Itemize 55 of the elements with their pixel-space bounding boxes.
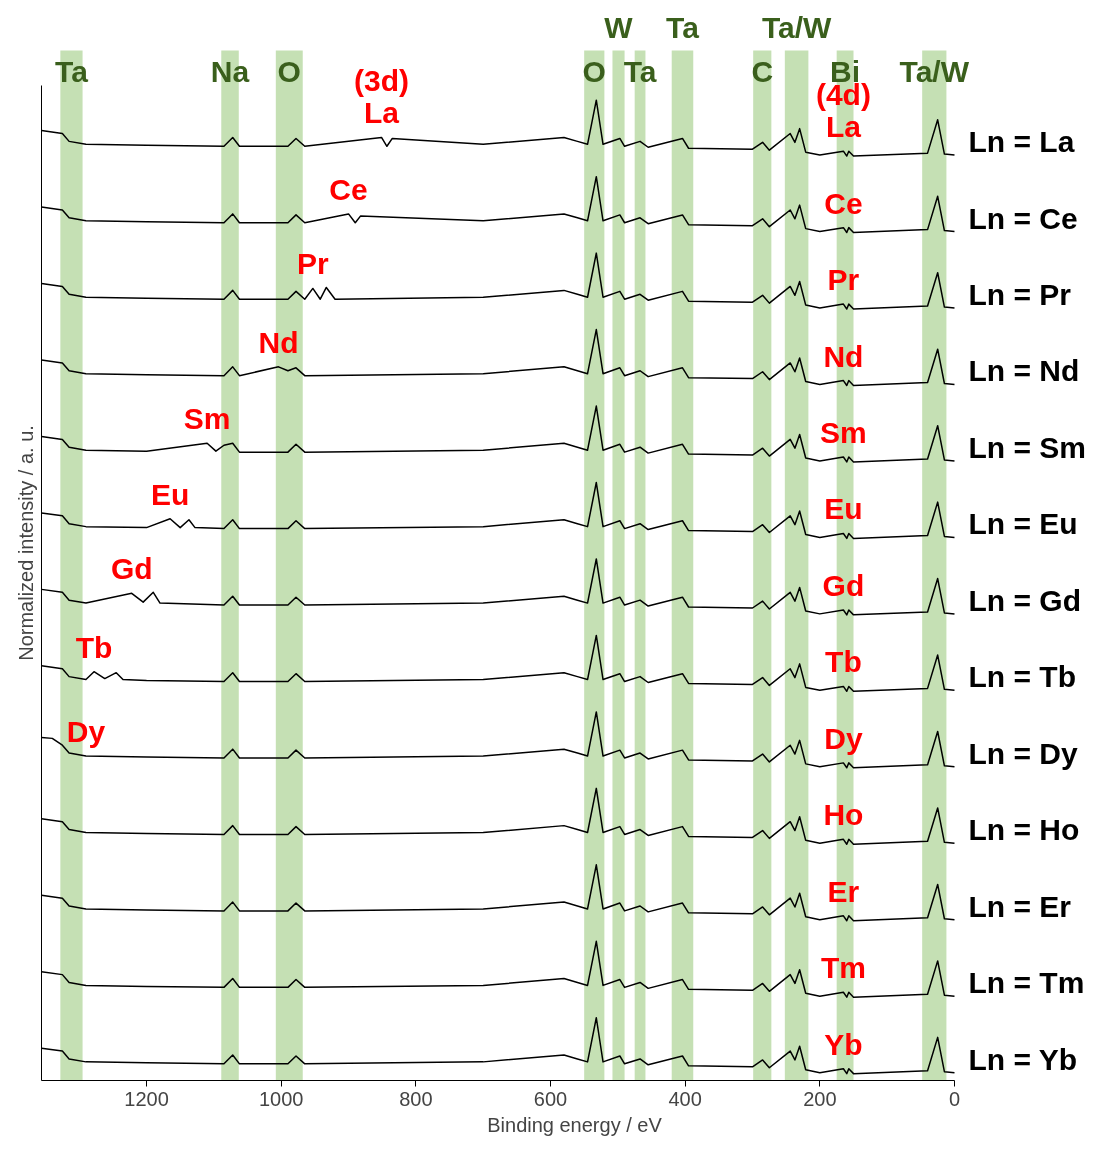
series-label: Ln = Eu	[968, 507, 1078, 541]
x-tick-label: 400	[668, 1087, 702, 1110]
x-axis-title: Binding energy / eV	[487, 1113, 663, 1136]
band-label: Ta	[623, 55, 657, 88]
band-label: O	[277, 55, 301, 88]
annotation: Pr	[297, 247, 330, 281]
series-label: Ln = Tb	[968, 660, 1076, 694]
annotation: Tb	[825, 645, 862, 679]
annotation: Nd	[823, 339, 864, 373]
annotation: Nd	[258, 325, 299, 359]
band-label: Ta	[55, 55, 89, 88]
series-label: Ln = La	[968, 125, 1075, 159]
band-label: Ta/W	[761, 11, 833, 44]
series-label: Ln = Pr	[968, 278, 1072, 312]
band-label: Na	[210, 55, 250, 88]
annotation: Ce	[824, 186, 863, 220]
annotation: Dy	[824, 721, 863, 755]
annotation: Dy	[66, 715, 106, 749]
series-label: Ln = Sm	[968, 430, 1087, 464]
series-label: Ln = Ce	[968, 201, 1078, 235]
x-tick-label: 200	[803, 1087, 837, 1110]
x-tick-label: 1200	[124, 1087, 169, 1110]
band-label: O	[582, 55, 606, 88]
annotation: La	[364, 96, 400, 130]
annotation: Sm	[183, 402, 231, 436]
series-label: Ln = Yb	[968, 1042, 1078, 1076]
x-tick-label: 0	[948, 1087, 961, 1110]
x-tick-label: 1000	[258, 1087, 304, 1110]
series-label: Ln = Er	[968, 889, 1072, 923]
band-label: W	[604, 11, 634, 44]
series-label: Ln = Nd	[968, 354, 1080, 388]
series-label: Ln = Tm	[968, 966, 1085, 1000]
annotation: Ce	[329, 172, 368, 206]
annotation: Er	[827, 874, 860, 908]
x-tick-label: 800	[399, 1087, 433, 1110]
annotation: Gd	[110, 552, 153, 586]
annotation: Eu	[824, 492, 863, 526]
annotation: Eu	[150, 477, 190, 511]
series-label: Ln = Gd	[968, 583, 1081, 617]
series-label: Ln = Dy	[968, 736, 1078, 770]
annotation: Yb	[824, 1027, 863, 1061]
annotation: Gd	[822, 568, 865, 602]
y-axis-title: Normalized intensity / a. u.	[14, 425, 37, 661]
annotation: (3d)	[354, 64, 410, 98]
band-label: Ta/W	[899, 55, 970, 88]
annotation: Ho	[823, 798, 864, 832]
annotation: Pr	[827, 263, 860, 297]
annotation: Tb	[75, 630, 113, 664]
annotation: Sm	[820, 416, 867, 450]
x-tick-label: 600	[533, 1087, 568, 1110]
band-label: C	[751, 55, 774, 88]
annotation: La	[825, 110, 862, 144]
band-label: Ta	[666, 11, 700, 44]
annotation: Tm	[820, 951, 866, 985]
series-label: Ln = Ho	[968, 813, 1080, 847]
